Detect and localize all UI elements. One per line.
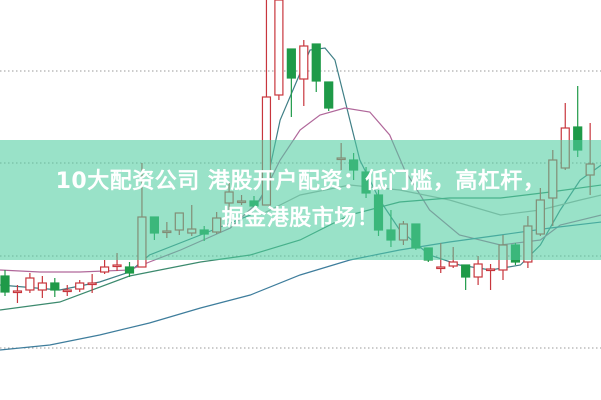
candle-up xyxy=(37,282,47,291)
candle-up xyxy=(473,263,483,278)
candle-up xyxy=(87,282,97,286)
candle-down xyxy=(286,48,296,79)
candle-down xyxy=(124,266,135,274)
candle-up xyxy=(99,266,110,273)
banner-line-1: 10大配资公司 港股开户配资：低门槛，高杠杆， xyxy=(55,169,546,194)
candle-up xyxy=(485,268,496,272)
candle-down xyxy=(311,43,321,82)
candle-down xyxy=(324,81,334,109)
candle-up xyxy=(12,290,23,294)
candle-up xyxy=(299,45,309,80)
candle-up xyxy=(25,277,35,291)
candle-down xyxy=(50,282,60,291)
candle-down xyxy=(461,264,471,278)
title-banner: 10大配资公司 港股开户配资：低门槛，高杠杆， 掘金港股市场！ xyxy=(0,140,601,260)
candle-up xyxy=(75,282,85,290)
candle-up xyxy=(274,0,284,96)
banner-line-2: 掘金港股市场！ xyxy=(221,206,380,231)
candle-up xyxy=(448,261,458,267)
candle-down xyxy=(0,275,10,293)
candle-up xyxy=(112,264,122,268)
candle-up xyxy=(436,266,446,270)
candle-up xyxy=(62,289,72,293)
